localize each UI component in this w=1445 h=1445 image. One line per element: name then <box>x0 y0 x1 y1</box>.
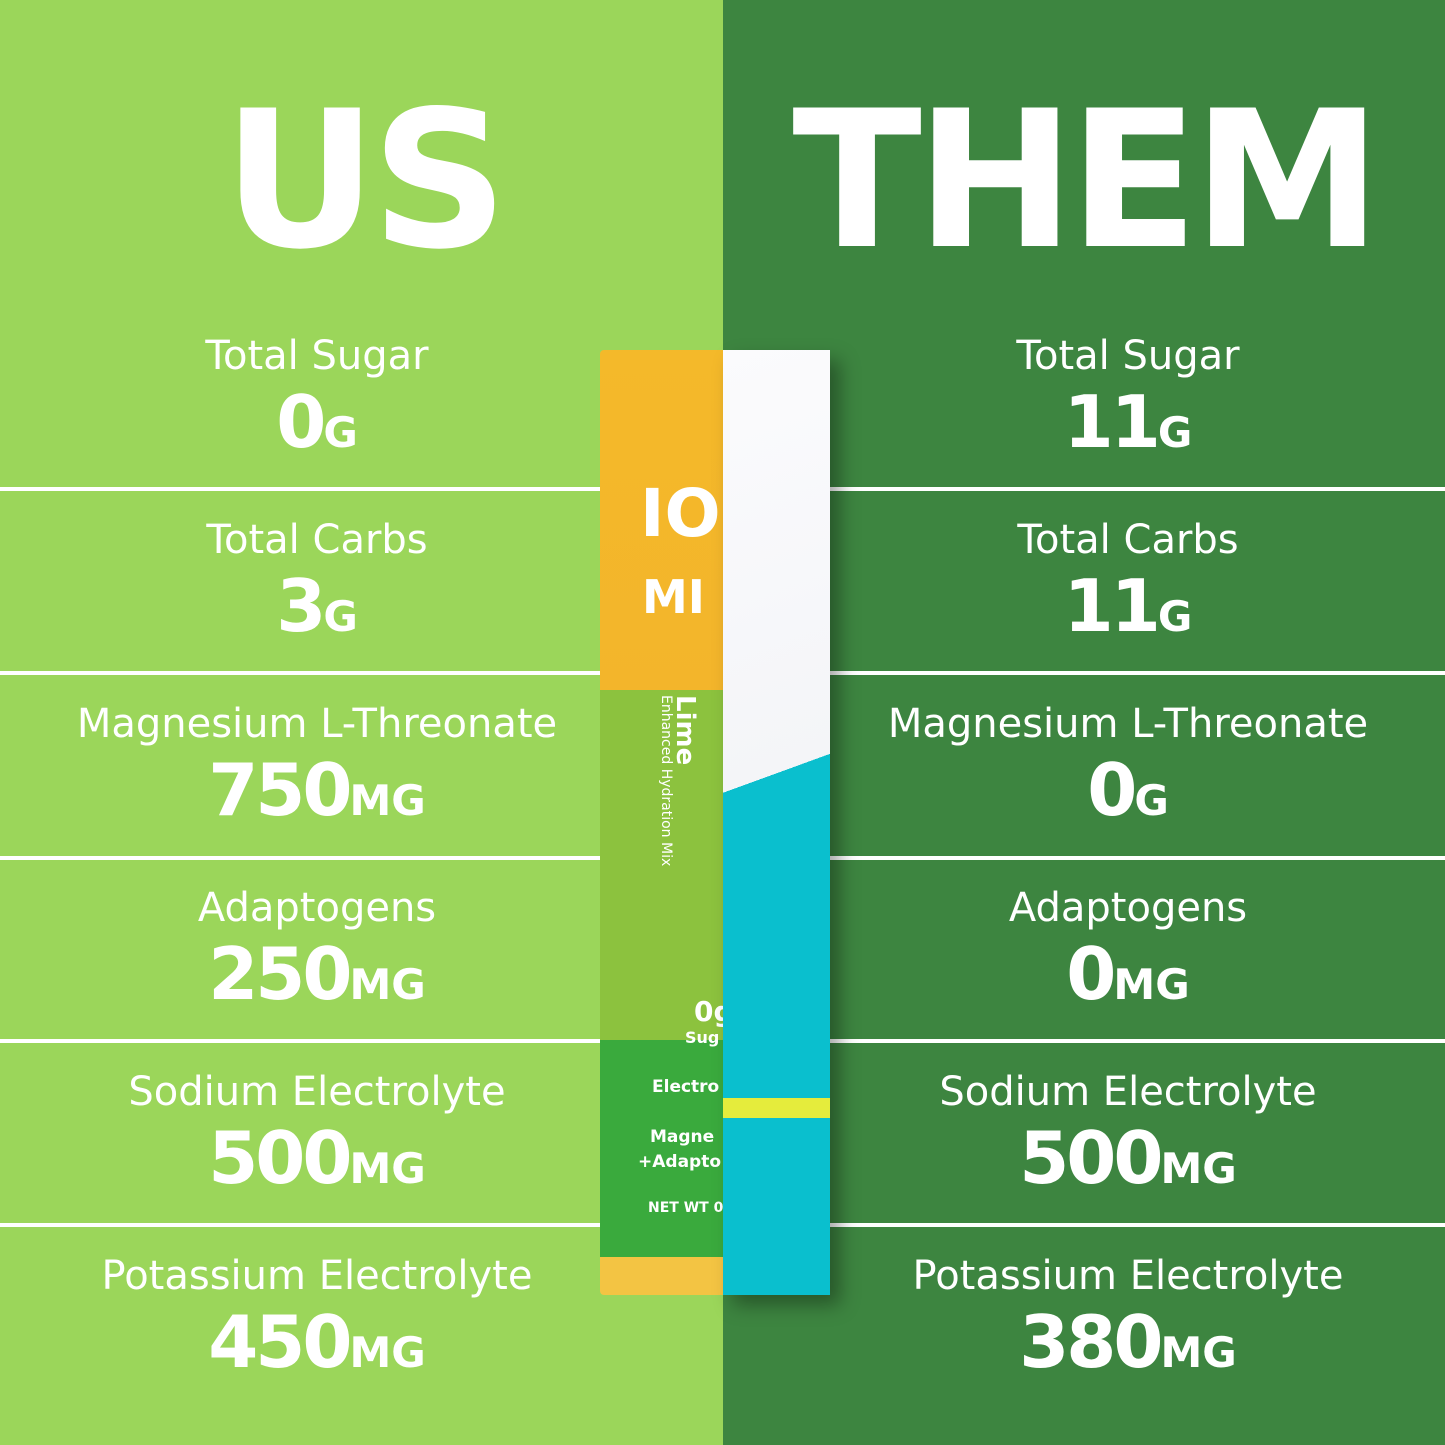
packet-net-weight: NET WT 0.2 <box>648 1200 723 1216</box>
comparison-row: Total Sugar 11G <box>778 330 1445 473</box>
row-divider <box>815 856 1445 860</box>
row-divider <box>0 856 620 860</box>
row-divider <box>815 671 1445 675</box>
comparison-row: Total Carbs 3G <box>0 514 667 657</box>
row-divider <box>0 671 620 675</box>
row-divider <box>815 1223 1445 1227</box>
comparison-row: Adaptogens 250MG <box>0 882 667 1025</box>
amount: 380 <box>1019 1300 1163 1384</box>
row-divider <box>815 1039 1445 1043</box>
nutrient-value: 500MG <box>778 1118 1445 1209</box>
nutrient-value: 3G <box>0 566 667 657</box>
amount: 0 <box>1087 748 1137 832</box>
amount: 250 <box>208 932 352 1016</box>
comparison-row: Potassium Electrolyte 380MG <box>778 1250 1445 1393</box>
unit: MG <box>349 1328 426 1377</box>
comparison-row: Sodium Electrolyte 500MG <box>0 1066 667 1209</box>
amount: 450 <box>208 1300 352 1384</box>
nutrient-value: 380MG <box>778 1302 1445 1393</box>
them-panel: THEM Total Sugar 11G Total Carbs 11G Magne… <box>723 0 1445 1445</box>
unit: MG <box>1160 1328 1237 1377</box>
nutrient-value: 0G <box>0 382 667 473</box>
unit: MG <box>1113 960 1190 1009</box>
us-heading: US <box>222 70 508 291</box>
nutrient-value: 11G <box>778 382 1445 473</box>
unit: MG <box>349 960 426 1009</box>
unit: G <box>1157 408 1193 457</box>
nutrient-label: Total Carbs <box>1017 517 1239 563</box>
comparison-row: Sodium Electrolyte 500MG <box>778 1066 1445 1209</box>
nutrient-value: 500MG <box>0 1118 667 1209</box>
packet-stripe <box>723 1098 830 1118</box>
competitor-packet <box>723 350 830 1295</box>
packet-subtitle: Enhanced Hydration Mix <box>658 695 674 867</box>
nutrient-label: Magnesium L-Threonate <box>887 701 1369 747</box>
amount: 750 <box>208 748 352 832</box>
comparison-row: Total Sugar 0G <box>0 330 667 473</box>
them-heading: THEM <box>792 70 1381 291</box>
packet-claim-electrolytes: Electro <box>652 1077 720 1097</box>
row-divider <box>0 1223 620 1227</box>
unit: MG <box>349 776 426 825</box>
nutrient-label: Adaptogens <box>1008 885 1248 931</box>
amount: 3 <box>276 564 326 648</box>
comparison-row: Potassium Electrolyte 450MG <box>0 1250 667 1393</box>
nutrient-value: 450MG <box>0 1302 667 1393</box>
comparison-row: Magnesium L-Threonate 750MG <box>0 698 667 841</box>
unit: G <box>323 592 358 641</box>
nutrient-label: Sodium Electrolyte <box>128 1069 506 1115</box>
nutrient-label: Adaptogens <box>197 885 437 931</box>
nutrient-label: Potassium Electrolyte <box>101 1253 533 1299</box>
nutrient-value: 250MG <box>0 934 667 1025</box>
packet-brand-top: IO <box>640 475 721 552</box>
packet-brand-bottom: MI <box>642 570 705 624</box>
nutrient-value: 750MG <box>0 750 667 841</box>
nutrient-label: Total Sugar <box>205 333 429 379</box>
packet-claim-magnesium: Magne <box>650 1127 715 1147</box>
packet-flavor: Lime <box>670 695 700 766</box>
nutrient-label: Potassium Electrolyte <box>912 1253 1344 1299</box>
unit: G <box>1157 592 1193 641</box>
row-divider <box>815 487 1445 491</box>
row-divider <box>0 1039 620 1043</box>
nutrient-label: Total Sugar <box>1016 333 1240 379</box>
unit: MG <box>1160 1144 1237 1193</box>
nutrient-label: Magnesium L-Threonate <box>76 701 558 747</box>
packet-claim-sugar: 0g <box>694 995 723 1028</box>
nutrient-label: Total Carbs <box>206 517 428 563</box>
comparison-row: Adaptogens 0MG <box>778 882 1445 1025</box>
amount: 11 <box>1063 564 1161 648</box>
amount: 500 <box>208 1116 352 1200</box>
amount: 11 <box>1063 380 1161 464</box>
product-packet: IO MI Lime Enhanced Hydration Mix 0g Sug… <box>600 350 723 1295</box>
amount: 0 <box>276 380 326 464</box>
nutrient-value: 11G <box>778 566 1445 657</box>
packet-claim-sugar-label: Sug <box>685 1028 720 1047</box>
nutrient-label: Sodium Electrolyte <box>939 1069 1317 1115</box>
comparison-row: Magnesium L-Threonate 0G <box>778 698 1445 841</box>
amount: 0 <box>1066 932 1116 1016</box>
packet-claim-adaptogens: +Adapto <box>638 1152 722 1172</box>
comparison-row: Total Carbs 11G <box>778 514 1445 657</box>
unit: G <box>323 408 358 457</box>
amount: 500 <box>1019 1116 1163 1200</box>
nutrient-value: 0G <box>778 750 1445 841</box>
unit: MG <box>349 1144 426 1193</box>
nutrient-value: 0MG <box>778 934 1445 1025</box>
row-divider <box>0 487 620 491</box>
unit: G <box>1134 776 1169 825</box>
